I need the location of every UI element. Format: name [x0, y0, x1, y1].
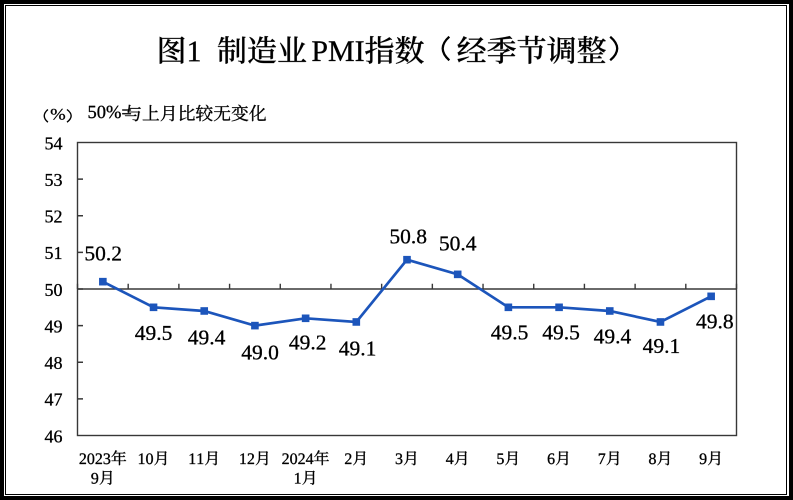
svg-text:48: 48	[45, 353, 63, 373]
svg-text:49.2: 49.2	[289, 331, 327, 355]
svg-text:51: 51	[45, 243, 63, 263]
svg-text:53: 53	[45, 170, 63, 190]
svg-text:52: 52	[45, 207, 63, 227]
svg-text:49.5: 49.5	[542, 320, 580, 344]
svg-text:50.4: 50.4	[439, 232, 477, 256]
svg-text:50.8: 50.8	[389, 224, 427, 248]
svg-text:49.5: 49.5	[135, 321, 173, 345]
svg-text:50: 50	[45, 280, 63, 300]
svg-text:49.1: 49.1	[643, 334, 681, 358]
svg-text:54: 54	[45, 133, 63, 153]
svg-text:50.2: 50.2	[84, 242, 122, 266]
svg-text:49.4: 49.4	[188, 325, 226, 349]
svg-text:49.4: 49.4	[594, 324, 632, 348]
svg-text:47: 47	[45, 390, 63, 410]
svg-text:49.8: 49.8	[696, 310, 734, 334]
svg-text:49.5: 49.5	[491, 320, 529, 344]
svg-text:46: 46	[45, 426, 63, 446]
svg-text:49.0: 49.0	[241, 340, 279, 364]
svg-text:49: 49	[45, 316, 63, 336]
svg-text:49.1: 49.1	[339, 337, 377, 361]
